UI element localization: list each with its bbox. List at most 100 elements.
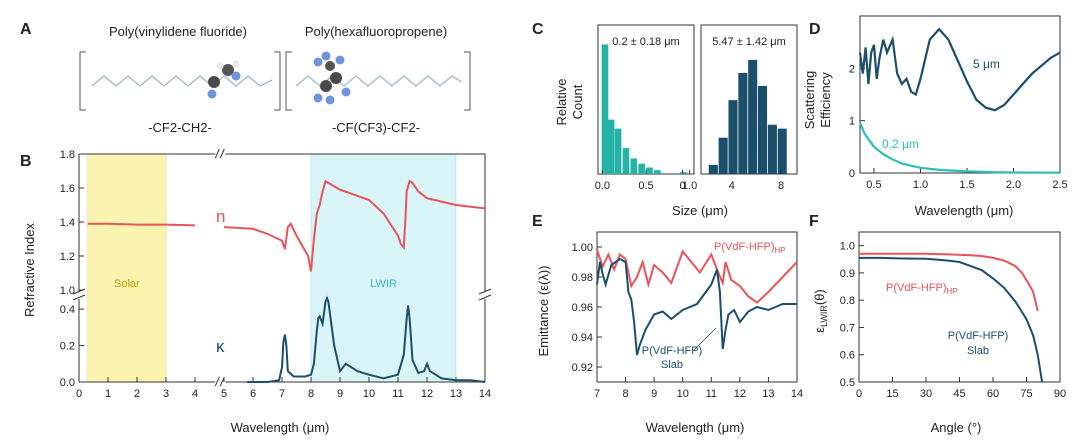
bracket-mid-left <box>274 51 281 111</box>
panel-label-a: A <box>20 21 32 38</box>
f-ytick-label: 1.0 <box>840 241 855 253</box>
e-xtick-label: 10 <box>677 388 689 400</box>
d-02um-label: 0.2 μm <box>882 137 919 151</box>
d-ytick-label: 1 <box>849 116 855 128</box>
angular-hp-line <box>859 252 1039 312</box>
c2-bar <box>777 128 787 174</box>
panel-label-f: F <box>809 213 819 230</box>
pvdf-formula: -CF2-CH2- <box>148 120 212 135</box>
e-slab-pointer <box>693 327 717 351</box>
f-xtick-label: 60 <box>987 388 999 400</box>
b-xtick-label: 1 <box>105 388 111 400</box>
d-xtick-label: 1.0 <box>913 179 928 191</box>
e-ylabel: Emittance (ε(λ)) <box>536 265 551 356</box>
panel-label-d: D <box>809 21 821 38</box>
c1-bar <box>654 170 661 174</box>
b-ytick-label: 1.2 <box>60 251 75 263</box>
c1-bar <box>614 128 622 174</box>
d-xtick-label: 1.5 <box>959 179 974 191</box>
e-xtick-label: 8 <box>623 388 629 400</box>
c1-bar <box>601 44 609 174</box>
d-xlabel: Wavelength (μm) <box>915 203 1014 218</box>
f-slab-label-2: Slab <box>967 345 989 357</box>
c1-xtick-label: 0.0 <box>595 180 610 192</box>
c1-xtick-label: 1.0 <box>682 180 697 192</box>
d-xtick-label: 2.5 <box>1052 179 1067 191</box>
angular-slab-line <box>859 256 1044 383</box>
f-hp-label: P(VdF-HFP)HP <box>886 282 958 296</box>
b-xtick-label: 2 <box>134 388 140 400</box>
f-ytick-label: 0.8 <box>840 295 855 307</box>
histogram-small: 0.0 0.5 1.0 <box>595 24 697 192</box>
d-ylabel-1: Scattering <box>802 71 817 130</box>
f-ytick-label: 0.6 <box>840 350 855 362</box>
b-ytick-label: 1.6 <box>60 183 75 195</box>
b-ytick-label: 0.2 <box>60 341 75 353</box>
d-ytick-label: 0 <box>849 168 855 180</box>
panel-f-axes: 0 15 30 45 60 75 90 0.5 0.6 0.7 0.8 0.9 1.0 <box>840 231 1066 400</box>
pvdf-name: Poly(vinylidene fluoride) <box>109 24 247 39</box>
c2-xtick-label: 0 <box>679 180 685 192</box>
pvdf-backbone <box>91 75 273 87</box>
b-ytick-label: 0.4 <box>60 304 75 316</box>
b-xtick-label: 12 <box>421 388 433 400</box>
k-label: κ <box>216 337 225 356</box>
bracket-mid-right <box>285 51 292 111</box>
b-ytick-label: 1.8 <box>60 149 75 161</box>
panel-b: B Solar LWIR 0 1 2 3 4 5 6 7 8 9 10 11 12 13 141.01.21… <box>20 148 492 435</box>
f-slab-label-1: P(VdF-HFP) <box>948 330 1009 342</box>
b-break-top <box>214 148 225 159</box>
d-xtick-label: 2.0 <box>1006 179 1021 191</box>
b-xtick-label: 0 <box>76 388 82 400</box>
n-label: n <box>216 207 225 226</box>
e-ytick-label: 0.98 <box>572 272 593 284</box>
f-xtick-label: 15 <box>886 388 898 400</box>
c2-bar <box>748 59 758 175</box>
d-xtick-label: 0.5 <box>866 179 881 191</box>
c1-xtick-label: 0.5 <box>638 180 653 192</box>
b-ytick-label: 1.4 <box>60 217 75 229</box>
c1-bar <box>680 172 687 174</box>
c2-annotation: 5.47 ± 1.42 μm <box>712 36 786 48</box>
f-ytick-label: 0.7 <box>840 322 855 334</box>
b-xtick-label: 11 <box>392 388 403 400</box>
c2-bar <box>738 72 748 174</box>
b-xtick-label: 7 <box>279 388 285 400</box>
b-xtick-label: 5 <box>221 388 227 400</box>
phfp-name: Poly(hexafluoropropene) <box>305 24 447 39</box>
b-xtick-label: 6 <box>250 388 256 400</box>
c2-bar <box>767 124 777 174</box>
panel-e: E 7 8 9 10 11 12 13 14 0.92 0.94 0.96 0.98 1.00 P(Vd… <box>532 213 803 435</box>
c2-xtick-label: 4 <box>729 180 735 192</box>
b-xtick-label: 14 <box>479 388 491 400</box>
scattering-02um-line <box>858 122 1061 174</box>
b-ytick-label: 0.0 <box>60 377 75 389</box>
c2-bar <box>758 85 768 174</box>
solar-region <box>87 153 167 383</box>
panel-d-axes: 0.5 1.0 1.5 2.0 2.5 0 1 2 <box>849 15 1068 191</box>
e-xtick-label: 13 <box>762 388 774 400</box>
panel-f: F 0 15 30 45 60 75 90 0.5 0.6 0.7 0.8 0.9 1.0 P(VdF-… <box>809 213 1066 435</box>
f-ytick-label: 0.9 <box>840 268 855 280</box>
b-break-left-mask <box>73 291 85 299</box>
scattering-5um-line <box>858 27 1061 112</box>
panel-label-e: E <box>532 213 543 230</box>
solar-label: Solar <box>114 278 140 290</box>
e-ytick-label: 1.00 <box>572 242 593 254</box>
e-xtick-label: 12 <box>734 388 746 400</box>
b-xtick-label: 9 <box>337 388 343 400</box>
b-xtick-label: 4 <box>192 388 198 400</box>
b-ylabel: Refractive Index <box>22 223 37 317</box>
phfp-formula: -CF(CF3)-CF2- <box>332 120 420 135</box>
f-xtick-label: 45 <box>953 388 965 400</box>
c-ylabel-1: Relative <box>554 79 569 126</box>
b-break-bottom-mask <box>215 378 226 386</box>
panel-c: C 0.0 0.5 1.0 0 4 8 0.2 ± 0.18 μm 5.47 ± 1.4… <box>532 21 798 218</box>
b-xtick-label: 8 <box>308 388 314 400</box>
lwir-region <box>310 153 457 383</box>
e-slab-label-1: P(VdF-HFP) <box>642 345 703 357</box>
d-frame <box>859 15 1061 174</box>
f-ytick-label: 0.5 <box>840 377 855 389</box>
e-frame <box>596 231 798 383</box>
